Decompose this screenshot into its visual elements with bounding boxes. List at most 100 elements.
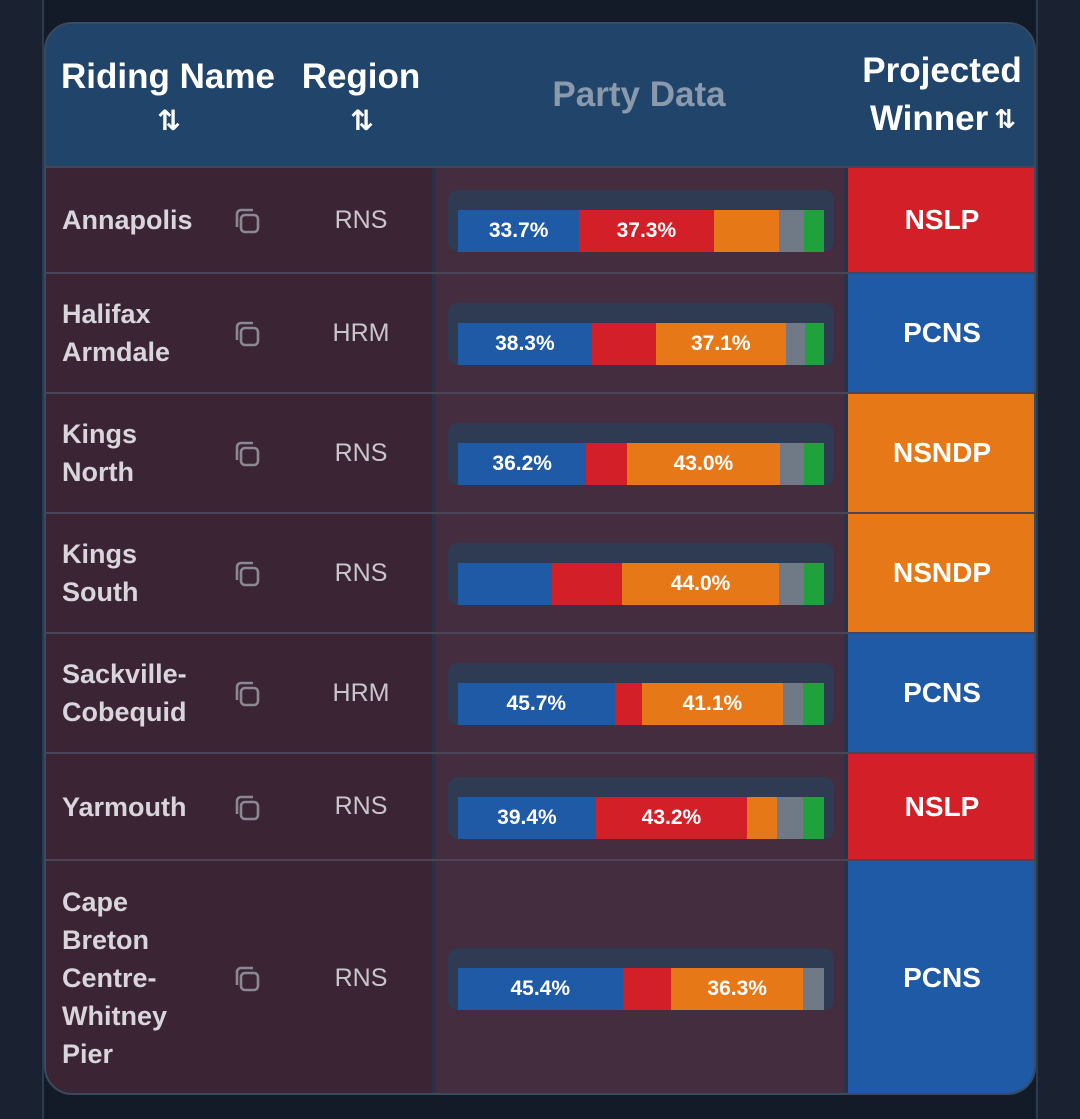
vote-share-bar-track: 38.3% 37.1% [448, 303, 834, 365]
copy-icon[interactable] [232, 319, 262, 349]
bar-segment-nslp [591, 323, 656, 365]
party-data-cell: 36.2% 43.0% [436, 394, 850, 512]
region-cell: RNS [290, 754, 432, 859]
vote-share-bar: 38.3% 37.1% [458, 323, 824, 365]
bar-segment-other [779, 443, 805, 485]
projected-winner-text: PCNS [903, 677, 981, 708]
riding-name: Sackville-Cobequid [46, 634, 212, 752]
projected-winner-badge: NSNDP [848, 394, 1034, 512]
region-cell: RNS [290, 168, 432, 272]
bar-segment-other [779, 563, 805, 605]
bar-segment-green [804, 323, 824, 365]
riding-name: Halifax Armdale [46, 274, 212, 392]
projected-winner-text: NSNDP [892, 557, 991, 588]
bar-segment-pcns: 45.7% [458, 683, 615, 725]
projected-winner-text: PCNS [903, 317, 981, 348]
projected-winner-badge: NSLP [848, 168, 1034, 272]
projected-winner-badge: NSLP [848, 754, 1034, 859]
column-divider [432, 634, 436, 752]
bar-segment-nslp [614, 683, 643, 725]
projected-header-label: Projected [862, 51, 1022, 90]
column-header-party-data: Party Data [432, 24, 846, 166]
copy-icon[interactable] [232, 439, 262, 469]
bar-segment-green [804, 210, 824, 252]
copy-icon[interactable] [232, 793, 262, 823]
column-header-riding-name[interactable]: Riding Name ⇅ [46, 24, 290, 166]
vote-share-bar-track: 45.7% 41.1% [448, 663, 834, 725]
table-row: Yarmouth RNS 39.4% 43.2% NSLP [46, 752, 1034, 859]
bar-segment-nslp: 43.2% [595, 796, 748, 839]
bar-segment-nsndp: 44.0% [621, 563, 780, 605]
table-row: Cape Breton Centre-Whitney Pier RNS 45.4… [46, 859, 1034, 1093]
riding-name-text: Kings North [62, 419, 138, 487]
projected-winner-text: PCNS [903, 962, 981, 993]
vote-share-bar-track: 44.0% [448, 543, 834, 605]
region-cell: HRM [290, 274, 432, 392]
right-rail [1036, 0, 1080, 1119]
column-divider [432, 274, 436, 392]
projected-winner-text: NSLP [904, 204, 980, 235]
column-divider [844, 394, 848, 512]
sort-icon[interactable]: ⇅ [994, 104, 1016, 134]
bar-segment-pcns [458, 563, 553, 605]
bar-segment-other [782, 683, 804, 725]
sort-icon[interactable]: ⇅ [350, 105, 374, 136]
table-row: Halifax Armdale HRM 38.3% 37.1% PCNS [46, 272, 1034, 392]
projected-winner-badge: PCNS [848, 634, 1034, 752]
bar-segment-nsndp: 36.3% [671, 968, 803, 1010]
region-cell: RNS [290, 861, 432, 1093]
riding-name-text: Halifax Armdale [62, 299, 171, 367]
copy-icon[interactable] [232, 964, 262, 994]
bar-segment-nsndp [747, 796, 777, 839]
column-divider [844, 514, 848, 632]
column-header-projected-winner[interactable]: Projected Winner ⇅ [846, 24, 1034, 166]
table-row: Sackville-Cobequid HRM 45.7% 41.1% PCNS [46, 632, 1034, 752]
projected-winner-badge: PCNS [848, 861, 1034, 1093]
region-text: HRM [332, 678, 390, 707]
party-data-cell: 39.4% 43.2% [436, 754, 850, 859]
region-text: RNS [334, 792, 388, 820]
party-data-cell: 33.7% 37.3% [436, 168, 850, 272]
table-row: Kings South RNS 44.0% NSNDP [46, 512, 1034, 632]
column-divider [844, 861, 848, 1093]
vote-share-bar: 44.0% [458, 563, 824, 605]
winner-header-label: Winner [869, 99, 989, 138]
column-divider [432, 861, 436, 1093]
bar-segment-green [803, 683, 824, 725]
riding-name-text: Kings South [62, 539, 139, 607]
column-divider [844, 754, 848, 859]
projected-winner-text: NSLP [904, 790, 980, 822]
riding-name-header-label: Riding Name [61, 57, 275, 96]
party-data-header-label: Party Data [552, 75, 726, 114]
table-row: Kings North RNS 36.2% 43.0% NSNDP [46, 392, 1034, 512]
riding-name-text: Sackville-Cobequid [62, 659, 187, 727]
copy-icon[interactable] [232, 679, 262, 709]
ridings-table: Riding Name ⇅ Region ⇅ Party Data Projec… [44, 22, 1036, 1095]
bar-segment-nsndp: 41.1% [642, 683, 783, 725]
vote-share-bar-track: 36.2% 43.0% [448, 423, 834, 485]
vote-share-bar-track: 33.7% 37.3% [448, 190, 834, 252]
bar-segment-nslp [586, 443, 628, 485]
riding-name: Cape Breton Centre-Whitney Pier [46, 861, 202, 1093]
copy-icon[interactable] [232, 559, 262, 589]
region-cell: RNS [290, 394, 432, 512]
projected-winner-text: NSNDP [892, 437, 991, 468]
riding-name: Kings North [46, 394, 212, 512]
left-rail [0, 0, 44, 1119]
bar-segment-pcns: 36.2% [458, 443, 587, 485]
vote-share-bar-track: 39.4% 43.2% [448, 776, 834, 839]
riding-name: Yarmouth [46, 754, 272, 859]
region-text: RNS [334, 205, 388, 234]
bar-segment-pcns: 33.7% [458, 210, 580, 252]
projected-winner-badge: NSNDP [848, 514, 1034, 632]
riding-name-text: Cape Breton Centre-Whitney Pier [62, 887, 167, 1069]
riding-name-text: Yarmouth [62, 791, 187, 822]
copy-icon[interactable] [232, 206, 262, 236]
table-header: Riding Name ⇅ Region ⇅ Party Data Projec… [46, 24, 1034, 166]
sort-icon[interactable]: ⇅ [157, 105, 181, 136]
vote-share-bar: 36.2% 43.0% [458, 443, 824, 485]
vote-share-bar: 45.7% 41.1% [458, 683, 824, 725]
region-header-label: Region [301, 57, 421, 96]
column-header-region[interactable]: Region ⇅ [290, 24, 432, 166]
